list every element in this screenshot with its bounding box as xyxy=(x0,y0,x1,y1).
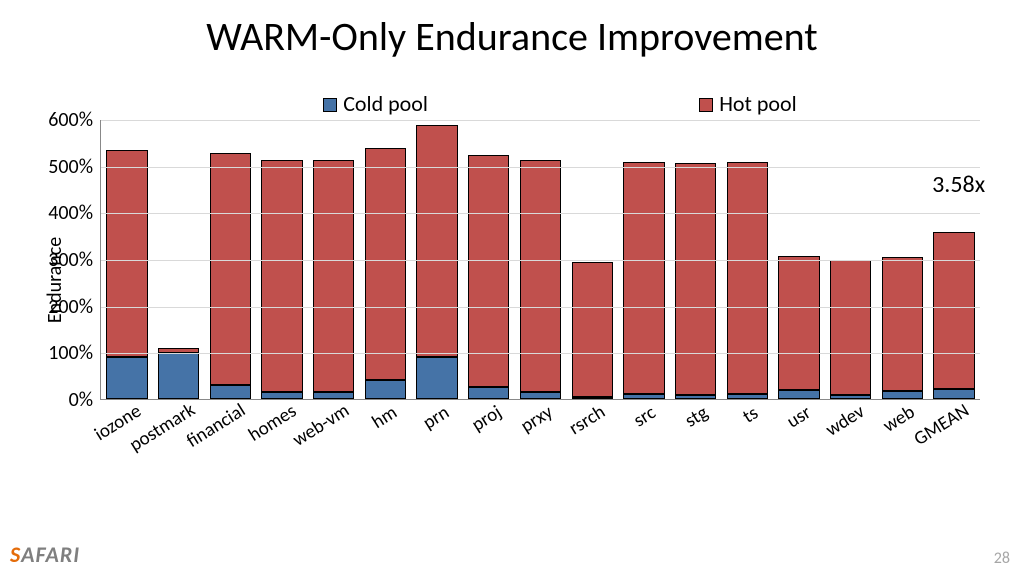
y-tick-label: 400% xyxy=(48,201,101,225)
x-tick-label: src xyxy=(629,401,660,432)
x-tick-label: rsrch xyxy=(565,400,609,440)
bar-segment xyxy=(365,148,406,381)
slide-title: WARM-Only Endurance Improvement xyxy=(0,0,1024,61)
bar-segment xyxy=(933,389,974,399)
bar-segment xyxy=(623,394,664,399)
grid-line xyxy=(101,167,980,168)
chart-annotation: 3.58x xyxy=(932,170,985,199)
bar-segment xyxy=(572,397,613,399)
endurance-chart: Cold poolHot pool Endurance iozonepostma… xyxy=(60,90,1000,470)
legend-swatch xyxy=(323,98,337,112)
bar-segment xyxy=(675,163,716,396)
bar-segment xyxy=(158,353,199,400)
x-tick-label: web-vm xyxy=(288,399,353,452)
bar-segment xyxy=(520,160,561,393)
bar-segment xyxy=(261,160,302,393)
y-tick-label: 600% xyxy=(48,108,101,132)
legend-item: Hot pool xyxy=(699,90,796,117)
y-tick-label: 0% xyxy=(69,388,101,412)
bar-segment xyxy=(520,392,561,399)
bar-segment xyxy=(210,153,251,386)
grid-line xyxy=(101,260,980,261)
grid-line xyxy=(101,213,980,214)
bar-segment xyxy=(830,260,871,395)
bar-segment xyxy=(313,392,354,399)
grid-line xyxy=(101,353,980,354)
x-tick-label: GMEAN xyxy=(910,399,974,451)
x-tick-label: proj xyxy=(467,401,505,437)
bar-segment xyxy=(416,357,457,399)
bar-segment xyxy=(830,395,871,399)
bar-segment xyxy=(313,160,354,393)
y-tick-label: 300% xyxy=(48,248,101,272)
legend-label: Cold pool xyxy=(343,90,428,117)
bar-segment xyxy=(882,257,923,391)
legend-swatch xyxy=(699,98,713,112)
x-tick-label: wdev xyxy=(821,400,868,441)
legend: Cold pool Hot pool xyxy=(60,90,1000,120)
bar-segment xyxy=(778,256,819,390)
grid-line xyxy=(101,307,980,308)
bar-segment xyxy=(882,391,923,399)
bar-segment xyxy=(106,357,147,399)
bar-segment xyxy=(158,348,199,353)
bar-segment xyxy=(933,232,974,389)
bar-segment xyxy=(416,125,457,358)
x-tick-label: prn xyxy=(419,401,454,435)
x-tick-label: ts xyxy=(739,402,763,429)
y-tick-label: 500% xyxy=(48,155,101,179)
legend-item: Cold pool xyxy=(323,90,428,117)
y-tick-label: 100% xyxy=(48,341,101,365)
bar-segment xyxy=(727,394,768,399)
x-tick-label: homes xyxy=(244,400,300,447)
bar-segment xyxy=(210,385,251,399)
bar-segment xyxy=(675,395,716,399)
safari-logo: SAFARI xyxy=(10,541,80,568)
bar-segment xyxy=(261,392,302,399)
x-tick-label: hm xyxy=(368,401,402,434)
page-number: 28 xyxy=(994,549,1010,568)
bar-segment xyxy=(106,150,147,357)
x-tick-label: usr xyxy=(783,401,816,433)
x-tick-label: prxy xyxy=(517,401,558,438)
bar-segment xyxy=(778,390,819,399)
bar-segment xyxy=(365,380,406,399)
bar-segment xyxy=(572,262,613,397)
bar-segment xyxy=(468,387,509,399)
x-tick-label: stg xyxy=(681,401,712,432)
plot-area: iozonepostmarkfinancialhomesweb-vmhmprnp… xyxy=(100,120,980,400)
legend-label: Hot pool xyxy=(719,90,796,117)
bar-segment xyxy=(727,162,768,395)
grid-line xyxy=(101,120,980,121)
y-tick-label: 200% xyxy=(48,295,101,319)
bar-segment xyxy=(623,162,664,395)
